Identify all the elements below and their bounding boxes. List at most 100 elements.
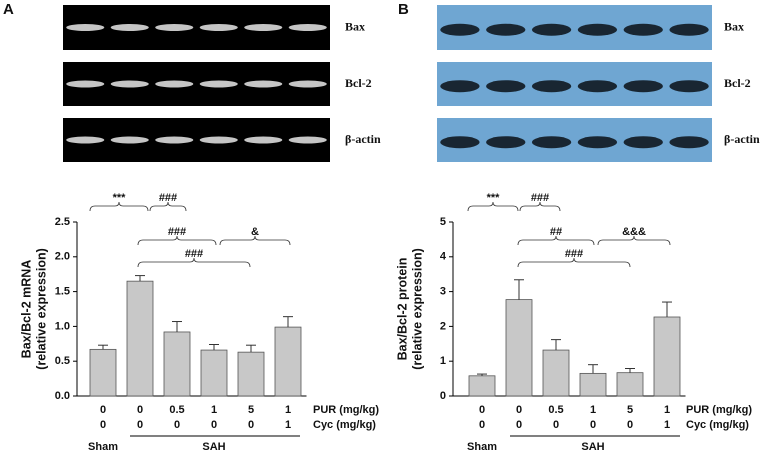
blot-label: β-actin	[345, 132, 381, 146]
bar	[542, 349, 570, 397]
x-row-value: 0	[137, 419, 143, 431]
significance-label: &	[251, 226, 259, 238]
y-axis-label: (relative expression)	[34, 248, 48, 370]
x-row-value: 0	[590, 419, 596, 431]
bar	[653, 316, 681, 397]
bracket	[519, 201, 561, 212]
blot-band	[288, 136, 327, 144]
y-axis-label: (relative expression)	[410, 248, 424, 370]
x-row-value: 1	[285, 419, 291, 431]
blot-band	[531, 80, 572, 93]
error-bar	[514, 279, 524, 300]
blot-band	[669, 136, 709, 149]
x-row-label: PUR (mg/kg)	[313, 404, 379, 416]
y-tick-label: 2.0	[55, 251, 70, 263]
blot-image	[437, 62, 712, 106]
blot-band	[66, 80, 105, 88]
group-label: SAH	[581, 441, 604, 453]
panel-label: B	[398, 1, 409, 18]
x-row-value: 1	[285, 404, 291, 416]
bar	[468, 375, 496, 397]
x-row-value: 0	[211, 419, 217, 431]
bracket	[467, 201, 519, 212]
significance-label: ###	[565, 248, 583, 260]
y-axis-label: Bax/Bcl-2 protein	[395, 258, 409, 361]
bar	[616, 372, 644, 397]
error-bar	[246, 344, 256, 353]
y-tick-label: 0.5	[55, 355, 70, 367]
blot-band	[155, 24, 194, 31]
significance-label: ##	[550, 226, 562, 238]
x-row-value: 0	[516, 404, 522, 416]
y-tick-label: 3	[440, 286, 446, 298]
blot-label: Bcl-2	[724, 76, 751, 90]
blot-label: Bax	[724, 19, 744, 33]
x-row-value: 0	[248, 419, 254, 431]
blot-band	[486, 136, 526, 149]
x-row-value: 0	[174, 419, 180, 431]
bracket	[137, 257, 251, 268]
blot-band	[669, 80, 709, 93]
blot-band	[623, 136, 663, 149]
significance-label: ###	[531, 192, 549, 204]
blot-band	[66, 24, 105, 31]
error-bar	[283, 316, 293, 328]
x-row-label: Cyc (mg/kg)	[686, 419, 749, 431]
error-bar	[662, 301, 672, 318]
x-row-value: 0.5	[548, 404, 563, 416]
y-tick-label: 5	[440, 216, 446, 228]
blot-band	[531, 23, 572, 36]
x-row-value: 0	[100, 419, 106, 431]
blot-band	[110, 80, 149, 88]
bar	[579, 372, 607, 397]
error-bar	[135, 275, 145, 282]
bar	[505, 299, 533, 397]
error-bar	[172, 321, 182, 332]
x-row-value: 0	[100, 404, 106, 416]
blot-label: Bax	[345, 19, 365, 33]
y-axis-label: Bax/Bcl-2 mRNA	[19, 260, 33, 359]
blot-band	[155, 80, 194, 88]
y-tick-label: 0.0	[55, 390, 70, 402]
panel-label: A	[3, 1, 14, 18]
bracket	[597, 235, 671, 246]
bar	[237, 351, 265, 397]
y-tick-label: 1.0	[55, 320, 70, 332]
bar	[200, 349, 228, 397]
significance-label: ###	[168, 226, 186, 238]
error-bar	[625, 368, 635, 373]
blot-band	[110, 24, 149, 31]
error-bar	[477, 373, 487, 376]
x-row-value: 0.5	[169, 404, 184, 416]
blot-band	[199, 80, 238, 88]
blot-band	[440, 23, 480, 36]
blot-image	[437, 118, 712, 162]
y-tick-label: 0	[440, 390, 446, 402]
blot-band	[577, 23, 618, 36]
x-row-label: Cyc (mg/kg)	[313, 419, 376, 431]
x-row-label: PUR (mg/kg)	[686, 404, 752, 416]
blot-label: β-actin	[724, 132, 760, 146]
blot-band	[110, 136, 149, 144]
group-label: SAH	[202, 441, 225, 453]
bar	[89, 348, 117, 397]
bracket	[137, 235, 217, 246]
blot-band	[244, 136, 283, 144]
bar	[274, 326, 302, 397]
blot-band	[199, 24, 238, 31]
x-row-value: 1	[211, 404, 217, 416]
y-tick-label: 1.5	[55, 286, 70, 298]
blot-band	[669, 23, 709, 36]
group-label: Sham	[467, 441, 497, 453]
error-bar	[209, 343, 219, 351]
x-row-value: 0	[479, 419, 485, 431]
x-row-value: 1	[664, 404, 670, 416]
x-row-value: 0	[516, 419, 522, 431]
blot-band	[577, 80, 618, 93]
significance-label: &&&	[622, 226, 646, 238]
bracket	[89, 201, 149, 212]
blot-band	[155, 136, 194, 144]
significance-label: ###	[185, 248, 203, 260]
bar	[163, 331, 191, 397]
blot-band	[577, 136, 618, 149]
